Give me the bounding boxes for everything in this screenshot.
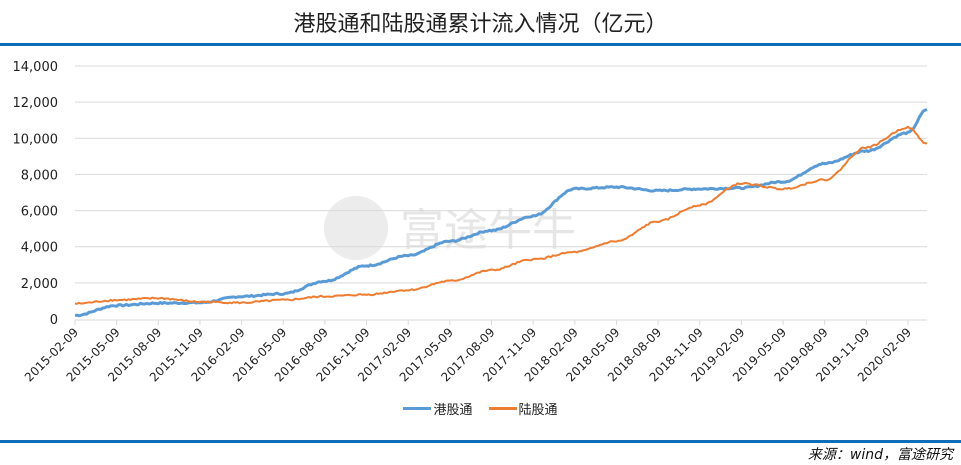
gridlines (75, 65, 927, 284)
legend-swatch-hk (403, 407, 432, 410)
svg-text:8,000: 8,000 (21, 168, 58, 183)
legend: 港股通 陆股通 (0, 399, 961, 418)
title-divider (0, 43, 961, 46)
legend-item-hk: 港股通 (403, 399, 473, 418)
footer-divider (0, 440, 961, 443)
svg-text:12,000: 12,000 (13, 96, 59, 111)
svg-text:2,000: 2,000 (21, 277, 58, 292)
svg-text:10,000: 10,000 (13, 132, 59, 147)
chart-title: 港股通和陆股通累计流入情况（亿元） (293, 12, 668, 37)
legend-item-lu: 陆股通 (488, 399, 558, 418)
svg-text:0: 0 (50, 313, 58, 328)
y-axis-labels: 0 2,000 4,000 6,000 8,000 10,000 12,000 14,000 (13, 60, 59, 328)
legend-label-lu: 陆股通 (518, 403, 558, 418)
series-lines (74, 108, 928, 318)
svg-text:14,000: 14,000 (13, 60, 59, 75)
x-axis: 2015-02-092015-05-092015-08-092015-11-09… (22, 319, 927, 384)
legend-label-hk: 港股通 (433, 403, 473, 418)
source-note: 来源：wind，富途研究 (807, 447, 953, 463)
legend-swatch-lu (488, 407, 517, 410)
svg-text:6,000: 6,000 (21, 205, 58, 220)
svg-text:4,000: 4,000 (21, 241, 58, 256)
watermark: 富途牛牛 (324, 196, 576, 260)
